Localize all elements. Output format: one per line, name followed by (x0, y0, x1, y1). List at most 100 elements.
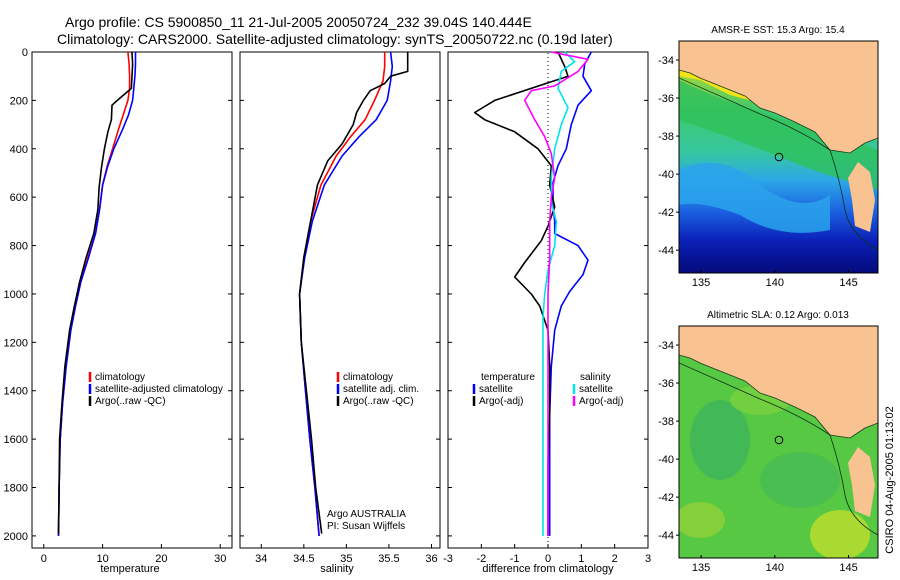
sst-map-title: AMSR-E SST: 15.3 Argo: 15.4 (711, 25, 845, 36)
argo-australia-annotation: Argo AUSTRALIA (327, 509, 406, 520)
series-line-salinity-satellite (542, 51, 576, 536)
y-tick-label: 800 (10, 241, 28, 253)
series-line-temperature-satellite (548, 51, 593, 536)
legend-heading: temperature (481, 372, 535, 383)
y-tick-label: 2000 (4, 531, 28, 543)
sla-map: Altimetric SLA: 0.12 Argo: 0.013 135 140 1… (658, 310, 879, 574)
x-tick-label: 0 (545, 553, 551, 565)
sla-anomaly-blob (690, 400, 750, 480)
sla-anomaly-blob (679, 502, 725, 538)
difference-xlabel: difference from climatology (482, 563, 614, 575)
x-tick-label: 34.5 (293, 553, 314, 565)
sla-land (679, 326, 878, 517)
x-tick-label: 35 (340, 553, 352, 565)
salinity-xlabel: salinity (320, 563, 354, 575)
map-x-tick-label: 135 (692, 562, 710, 574)
y-tick-label: 1400 (4, 386, 28, 398)
y-tick-label: 1600 (4, 434, 28, 446)
temperature-xlabel: temperature (100, 563, 159, 575)
x-tick-label: 20 (155, 553, 167, 565)
x-tick-label: 1 (578, 553, 584, 565)
x-tick-label: 3 (645, 553, 651, 565)
temperature-panel: temperature 0 10 20 30 0 200 400 600 800 1000 1200… (4, 47, 233, 575)
map-y-tick-label: -42 (658, 207, 674, 219)
difference-panel: difference from climatology -3 -2 -1 0 1 2 3 te… (443, 51, 651, 575)
pi-annotation: PI: Susan Wijffels (327, 521, 405, 532)
legend-heading: salinity (580, 372, 611, 383)
y-tick-label: 400 (10, 144, 28, 156)
sla-map-frame (678, 325, 879, 559)
side-timestamp: CSIRO 04-Aug-2005 01:13:02 (884, 406, 896, 553)
series-line-satellite-adj-clim- (298, 51, 394, 536)
legend-label: climatology (95, 372, 145, 383)
temperature-axes-frame (31, 51, 233, 549)
sst-bathymetry-contour (679, 77, 878, 251)
y-tick-label: 0 (22, 47, 28, 59)
map-y-tick-label: -44 (658, 530, 674, 542)
map-y-tick-label: -36 (658, 93, 674, 105)
legend-label: satellite-adjusted climatology (95, 384, 223, 395)
x-tick-label: 30 (214, 553, 226, 565)
y-tick-label: 600 (10, 192, 28, 204)
x-tick-label: 36 (425, 553, 437, 565)
sst-warm-band (679, 80, 878, 190)
sla-argo-position-marker (774, 435, 784, 445)
legend-label: satellite (479, 384, 513, 395)
map-x-tick-label: 140 (766, 562, 784, 574)
y-tick-label: 1800 (4, 483, 28, 495)
series-line-argo-raw-qc- (298, 52, 409, 534)
series-line-argo-raw-qc- (57, 51, 134, 534)
map-x-tick-label: 145 (839, 562, 857, 574)
salinity-axes-frame (239, 51, 441, 549)
sla-bathymetry-contour (679, 362, 878, 536)
legend-label: climatology (343, 372, 393, 383)
sla-map-title: Altimetric SLA: 0.12 Argo: 0.013 (707, 310, 849, 321)
sst-map: AMSR-E SST: 15.3 Argo: 15.4 135 140 145 -34… (658, 25, 879, 289)
legend-label: satellite (579, 384, 613, 395)
x-tick-label: 10 (96, 553, 108, 565)
x-tick-label: 0 (41, 553, 47, 565)
sst-coastline (679, 69, 878, 154)
x-tick-label: 2 (612, 553, 618, 565)
map-y-tick-label: -44 (658, 245, 674, 257)
figure-title-line2: Climatology: CARS2000. Satellite-adjuste… (57, 31, 613, 47)
x-tick-label: -1 (510, 553, 520, 565)
legend-label: Argo(-adj) (579, 396, 623, 407)
map-x-tick-label: 140 (766, 277, 784, 289)
sla-coastline (679, 354, 878, 439)
sst-land (679, 41, 878, 232)
map-y-tick-label: -40 (658, 454, 674, 466)
map-y-tick-label: -38 (658, 416, 674, 428)
sst-cool-eddy (679, 162, 830, 233)
sla-anomaly-blob (810, 510, 870, 558)
map-y-tick-label: -34 (658, 55, 674, 67)
y-tick-label: 1200 (4, 337, 28, 349)
x-tick-label: 35.5 (378, 553, 399, 565)
salinity-panel: salinity Argo AUSTRALIA PI: Susan Wijffe… (239, 51, 441, 575)
y-tick-label: 1000 (4, 289, 28, 301)
sla-anomaly-blob (760, 452, 840, 508)
sst-map-frame (678, 40, 879, 274)
legend-label: Argo(-adj) (479, 396, 523, 407)
x-tick-label: 34 (255, 553, 267, 565)
y-tick-label: 200 (10, 95, 28, 107)
legend-label: satellite adj. clim. (343, 384, 419, 395)
map-y-tick-label: -42 (658, 492, 674, 504)
series-line-temperature-argo-adj- (473, 51, 569, 536)
legend-label: Argo(..raw -QC) (95, 396, 166, 407)
map-y-tick-label: -40 (658, 169, 674, 181)
series-line-salinity-argo-adj- (523, 51, 589, 536)
map-y-tick-label: -38 (658, 131, 674, 143)
series-line-climatology (57, 51, 131, 536)
map-y-tick-label: -36 (658, 378, 674, 390)
map-y-tick-label: -34 (658, 340, 674, 352)
map-x-tick-label: 135 (692, 277, 710, 289)
legend-label: Argo(..raw -QC) (343, 396, 414, 407)
series-line-satellite-adjusted-climatology (57, 52, 137, 536)
sst-argo-position-marker (774, 152, 784, 162)
x-tick-label: -3 (443, 553, 453, 565)
figure-title-line1: Argo profile: CS 5900850_11 21-Jul-2005 … (65, 14, 532, 30)
map-x-tick-label: 145 (839, 277, 857, 289)
x-tick-label: -2 (476, 553, 486, 565)
